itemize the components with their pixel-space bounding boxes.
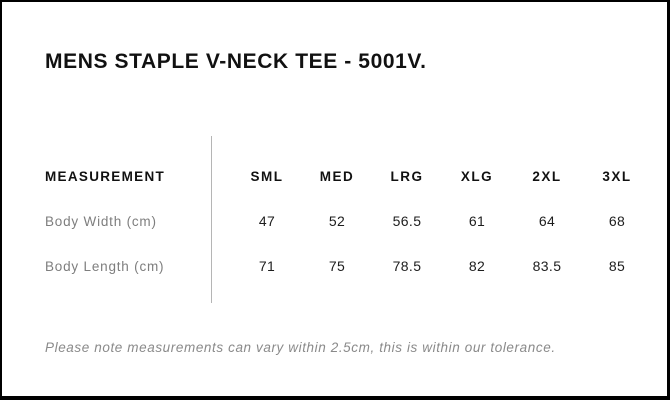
measurement-value: 56.5 xyxy=(392,213,422,229)
measurement-value: 71 xyxy=(258,258,276,274)
measurement-value: 68 xyxy=(608,213,626,229)
measurement-value: 52 xyxy=(328,213,346,229)
size-column-header: SML xyxy=(250,168,284,184)
size-table: MEASUREMENT SML MED LRG XLG 2XL 3XL Body Widt… xyxy=(2,136,667,303)
table-header-row: MEASUREMENT SML MED LRG XLG 2XL 3XL xyxy=(2,161,667,191)
measurement-row-label: Body Length (cm) xyxy=(45,258,165,274)
size-column-header: LRG xyxy=(390,168,424,184)
measurement-value: 82 xyxy=(468,258,486,274)
size-column-header: XLG xyxy=(460,168,494,184)
measurement-value: 47 xyxy=(258,213,276,229)
measurement-value: 61 xyxy=(468,213,486,229)
table-row-body-width: Body Width (cm) 47 52 56.5 61 64 68 xyxy=(2,206,667,236)
measurement-column-header: MEASUREMENT xyxy=(45,168,166,184)
table-row-body-length: Body Length (cm) 71 75 78.5 82 83.5 85 xyxy=(2,251,667,281)
table-vertical-divider xyxy=(211,136,212,303)
size-column-header: MED xyxy=(319,168,355,184)
size-column-header: 3XL xyxy=(602,168,632,184)
size-column-header: 2XL xyxy=(532,168,562,184)
tolerance-note: Please note measurements can vary within… xyxy=(45,340,556,355)
measurement-row-label: Body Width (cm) xyxy=(45,213,157,229)
measurement-value: 83.5 xyxy=(532,258,562,274)
measurement-value: 64 xyxy=(538,213,556,229)
measurement-value: 75 xyxy=(328,258,346,274)
measurement-value: 78.5 xyxy=(392,258,422,274)
measurement-value: 85 xyxy=(608,258,626,274)
page-title: MENS STAPLE V-NECK TEE - 5001V. xyxy=(45,50,427,73)
